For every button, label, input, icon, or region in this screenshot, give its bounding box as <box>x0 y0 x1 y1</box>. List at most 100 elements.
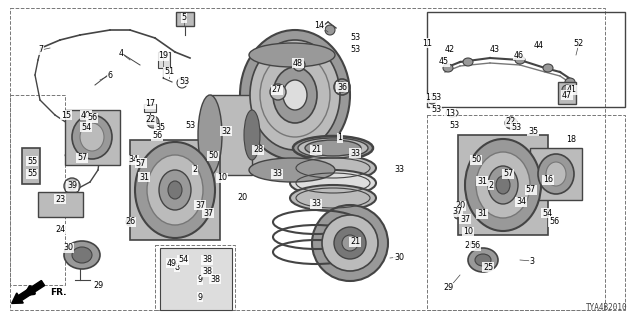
Text: 38: 38 <box>202 268 212 276</box>
Text: 48: 48 <box>293 59 303 68</box>
Ellipse shape <box>468 248 498 272</box>
Text: 21: 21 <box>350 237 360 246</box>
Text: 27: 27 <box>272 85 282 94</box>
Ellipse shape <box>64 241 100 269</box>
Text: 22: 22 <box>145 116 155 124</box>
Text: 22: 22 <box>506 117 516 126</box>
Text: 56: 56 <box>87 114 97 123</box>
Text: 16: 16 <box>543 175 553 185</box>
Ellipse shape <box>163 254 177 272</box>
Text: 33: 33 <box>350 148 360 157</box>
Text: 33: 33 <box>272 170 282 179</box>
Text: 44: 44 <box>534 42 544 51</box>
Text: 53: 53 <box>179 76 189 85</box>
Text: 35: 35 <box>155 124 165 132</box>
Text: 4: 4 <box>118 49 124 58</box>
Ellipse shape <box>80 123 104 151</box>
FancyArrow shape <box>12 281 45 303</box>
Text: 53: 53 <box>511 123 521 132</box>
Text: 11: 11 <box>422 38 432 47</box>
Circle shape <box>172 254 179 261</box>
Ellipse shape <box>72 115 112 159</box>
Bar <box>176 12 194 26</box>
Text: 34: 34 <box>128 156 138 164</box>
Text: 43: 43 <box>490 45 500 54</box>
Text: 19: 19 <box>158 52 168 60</box>
Text: 5: 5 <box>181 13 187 22</box>
Ellipse shape <box>290 185 376 211</box>
Bar <box>38 192 83 217</box>
Text: 30: 30 <box>63 244 73 252</box>
Circle shape <box>64 178 80 194</box>
Text: 31: 31 <box>139 172 149 181</box>
Bar <box>10 95 65 285</box>
Circle shape <box>428 96 436 104</box>
Text: 9: 9 <box>197 276 203 284</box>
Text: 56: 56 <box>152 132 162 140</box>
Circle shape <box>469 168 477 176</box>
Text: 46: 46 <box>514 51 524 60</box>
Circle shape <box>73 123 83 133</box>
Text: 53: 53 <box>350 33 360 42</box>
Ellipse shape <box>260 53 330 137</box>
Circle shape <box>78 254 86 262</box>
Text: 36: 36 <box>337 83 347 92</box>
Bar <box>130 140 220 240</box>
Circle shape <box>126 218 134 226</box>
Ellipse shape <box>273 67 317 123</box>
Text: 49: 49 <box>167 259 177 268</box>
Text: 53: 53 <box>431 92 441 101</box>
Text: 31: 31 <box>477 210 487 219</box>
Text: 18: 18 <box>566 134 576 143</box>
Bar <box>558 82 576 104</box>
Circle shape <box>74 151 82 159</box>
Text: 2: 2 <box>488 180 493 189</box>
Ellipse shape <box>159 170 191 210</box>
Ellipse shape <box>168 181 182 199</box>
Text: 20: 20 <box>237 193 247 202</box>
Ellipse shape <box>240 30 350 160</box>
Text: 23: 23 <box>55 195 65 204</box>
Text: 14: 14 <box>314 20 324 29</box>
Ellipse shape <box>290 170 376 196</box>
Text: 15: 15 <box>61 110 71 119</box>
Text: 53: 53 <box>431 106 441 115</box>
Ellipse shape <box>465 139 541 231</box>
Ellipse shape <box>198 95 222 175</box>
Ellipse shape <box>488 166 518 204</box>
Ellipse shape <box>538 154 574 194</box>
Ellipse shape <box>298 138 368 158</box>
Text: 17: 17 <box>145 100 155 108</box>
Text: FR.: FR. <box>50 288 67 297</box>
Text: 33: 33 <box>394 164 404 173</box>
Ellipse shape <box>72 247 92 263</box>
Text: 9: 9 <box>197 292 203 301</box>
Text: 37: 37 <box>460 214 470 223</box>
Text: 24: 24 <box>55 225 65 234</box>
Circle shape <box>184 278 191 285</box>
Circle shape <box>562 85 572 95</box>
Bar <box>530 148 582 200</box>
Ellipse shape <box>312 205 388 281</box>
Text: 35: 35 <box>528 126 538 135</box>
Ellipse shape <box>463 58 473 66</box>
Text: 1: 1 <box>337 133 342 142</box>
Bar <box>65 110 120 165</box>
Circle shape <box>538 160 546 168</box>
Ellipse shape <box>342 235 358 251</box>
Text: 34: 34 <box>516 197 526 206</box>
Bar <box>458 135 548 235</box>
Text: 2: 2 <box>193 165 198 174</box>
Ellipse shape <box>283 80 307 110</box>
Bar <box>155 245 235 310</box>
Text: 57: 57 <box>77 154 87 163</box>
Text: 26: 26 <box>125 218 135 227</box>
Circle shape <box>68 182 76 190</box>
Text: 38: 38 <box>202 255 212 265</box>
Circle shape <box>566 160 574 168</box>
Text: 57: 57 <box>526 186 536 195</box>
Text: 42: 42 <box>445 45 455 54</box>
Bar <box>22 148 40 184</box>
Circle shape <box>210 153 216 159</box>
Text: 40: 40 <box>81 110 91 119</box>
